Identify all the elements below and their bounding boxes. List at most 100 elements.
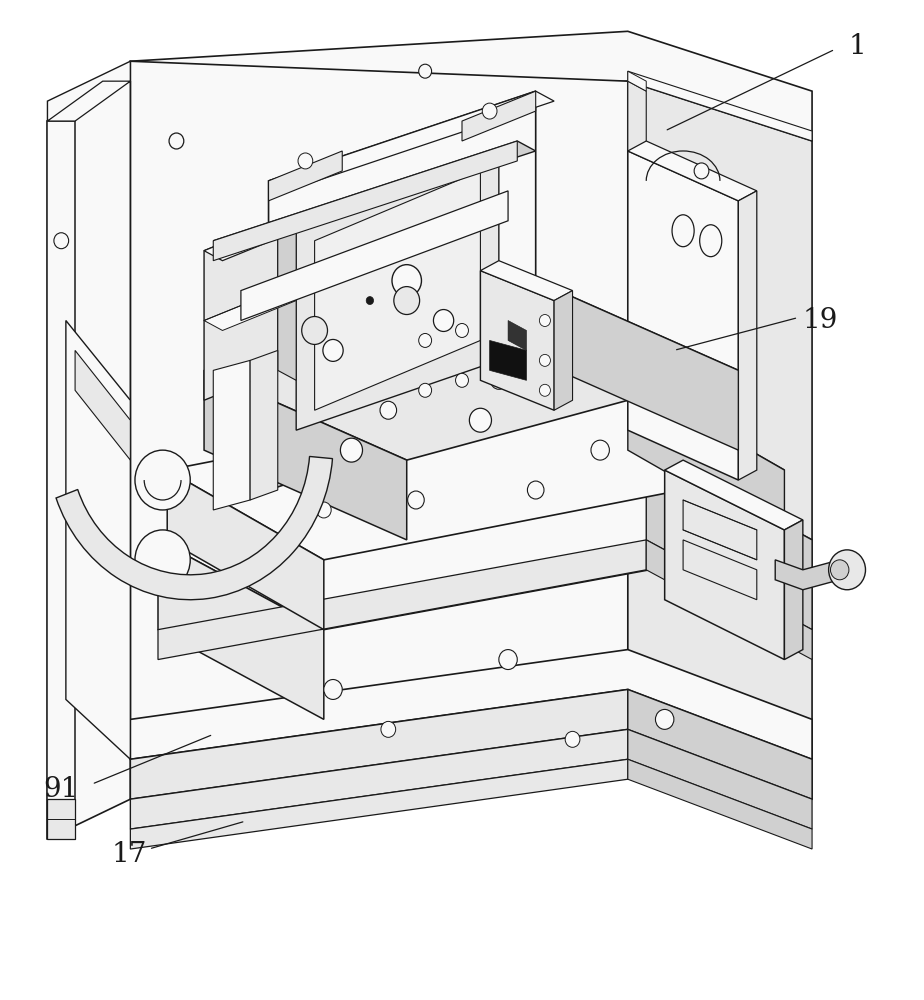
Polygon shape — [167, 380, 784, 560]
Circle shape — [482, 103, 497, 119]
Polygon shape — [204, 221, 278, 400]
Polygon shape — [627, 689, 812, 799]
Circle shape — [298, 153, 312, 169]
Polygon shape — [213, 141, 517, 261]
Circle shape — [419, 383, 432, 397]
Text: 91: 91 — [43, 776, 79, 803]
Circle shape — [491, 371, 507, 389]
Circle shape — [545, 340, 564, 360]
Circle shape — [831, 560, 849, 580]
Polygon shape — [784, 520, 803, 660]
Polygon shape — [480, 271, 554, 410]
Polygon shape — [627, 141, 757, 201]
Circle shape — [655, 709, 674, 729]
Polygon shape — [130, 729, 627, 829]
Circle shape — [252, 273, 267, 289]
Circle shape — [54, 233, 68, 249]
Circle shape — [381, 721, 395, 737]
Polygon shape — [683, 540, 757, 600]
Polygon shape — [250, 350, 278, 500]
Polygon shape — [204, 370, 407, 540]
Circle shape — [492, 353, 505, 367]
Circle shape — [540, 315, 551, 326]
Polygon shape — [47, 81, 130, 839]
Polygon shape — [627, 759, 812, 849]
Polygon shape — [204, 291, 297, 330]
Polygon shape — [278, 221, 297, 380]
Polygon shape — [627, 151, 738, 480]
Circle shape — [392, 265, 421, 297]
Polygon shape — [646, 450, 812, 630]
Circle shape — [340, 438, 362, 462]
Circle shape — [323, 680, 342, 699]
Polygon shape — [775, 560, 840, 590]
Circle shape — [540, 384, 551, 396]
Polygon shape — [204, 221, 297, 261]
Circle shape — [407, 491, 424, 509]
Polygon shape — [47, 81, 130, 121]
Polygon shape — [158, 540, 646, 660]
Polygon shape — [480, 261, 573, 301]
Polygon shape — [269, 151, 342, 201]
Ellipse shape — [672, 215, 694, 247]
Polygon shape — [490, 340, 527, 380]
Polygon shape — [130, 759, 627, 849]
Circle shape — [169, 133, 184, 149]
Polygon shape — [554, 291, 573, 410]
Polygon shape — [213, 360, 250, 510]
Polygon shape — [130, 689, 627, 799]
Polygon shape — [297, 151, 499, 430]
Polygon shape — [508, 320, 527, 350]
Polygon shape — [47, 61, 130, 121]
Text: 1: 1 — [849, 33, 867, 60]
Polygon shape — [47, 799, 75, 839]
Circle shape — [540, 354, 551, 366]
Polygon shape — [738, 191, 757, 480]
Circle shape — [322, 339, 343, 361]
Circle shape — [419, 64, 432, 78]
Text: 17: 17 — [112, 841, 148, 868]
Text: 19: 19 — [803, 307, 838, 334]
Polygon shape — [269, 91, 536, 490]
Circle shape — [528, 481, 544, 499]
Polygon shape — [269, 91, 554, 191]
Polygon shape — [627, 71, 646, 91]
Circle shape — [135, 530, 190, 590]
Circle shape — [302, 317, 327, 344]
Circle shape — [829, 550, 866, 590]
Polygon shape — [47, 121, 75, 839]
Circle shape — [419, 333, 432, 347]
Polygon shape — [646, 540, 812, 660]
Circle shape — [366, 297, 373, 305]
Polygon shape — [627, 71, 812, 141]
Polygon shape — [627, 81, 812, 799]
Polygon shape — [158, 540, 323, 719]
Polygon shape — [627, 380, 784, 540]
Polygon shape — [130, 61, 627, 799]
Polygon shape — [167, 470, 323, 630]
Polygon shape — [130, 31, 812, 141]
Circle shape — [499, 650, 517, 670]
Circle shape — [591, 440, 610, 460]
Circle shape — [694, 163, 709, 179]
Polygon shape — [75, 350, 130, 460]
Circle shape — [135, 450, 190, 510]
Polygon shape — [241, 191, 508, 320]
Polygon shape — [213, 141, 536, 251]
Circle shape — [565, 731, 580, 747]
Circle shape — [380, 401, 396, 419]
Ellipse shape — [699, 225, 722, 257]
Circle shape — [394, 287, 419, 315]
Polygon shape — [158, 450, 812, 630]
Circle shape — [316, 502, 331, 518]
Polygon shape — [314, 171, 480, 410]
Polygon shape — [130, 650, 812, 759]
Polygon shape — [627, 81, 646, 360]
Polygon shape — [536, 281, 738, 450]
Circle shape — [456, 373, 468, 387]
Polygon shape — [683, 500, 757, 560]
Circle shape — [456, 323, 468, 337]
Polygon shape — [66, 320, 130, 759]
Polygon shape — [664, 470, 784, 660]
Circle shape — [433, 310, 454, 331]
